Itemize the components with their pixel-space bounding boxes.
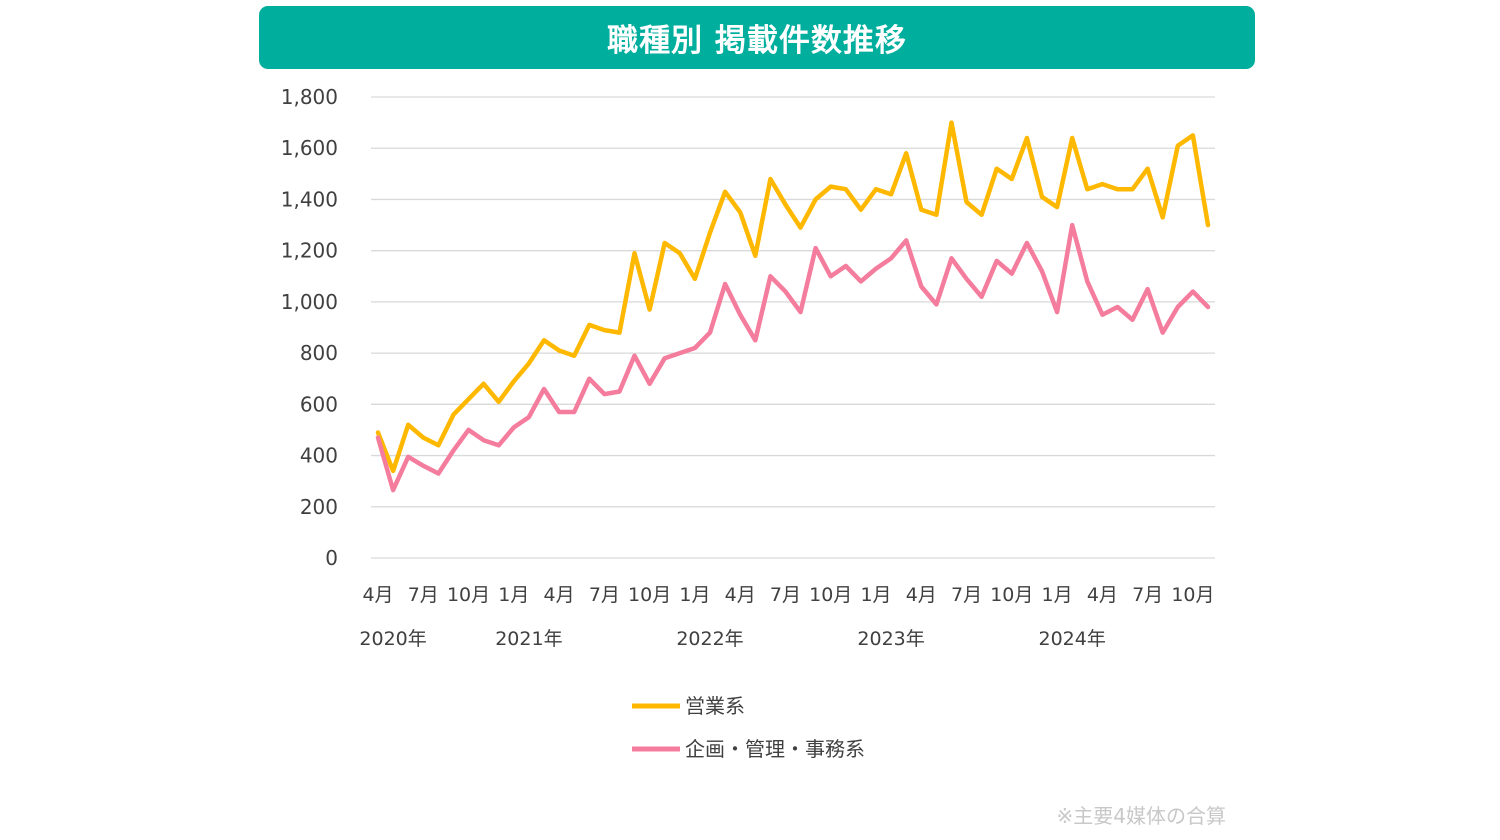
series-line-2	[375, 222, 1211, 493]
x-tick-label: 1月	[860, 584, 891, 606]
x-tick-label: 10月	[809, 584, 852, 606]
year-label: 2023年	[857, 628, 924, 650]
y-tick-label: 1,000	[281, 290, 338, 314]
series-line-1	[375, 120, 1211, 474]
x-tick-label: 10月	[990, 584, 1033, 606]
x-tick-label: 1月	[1042, 584, 1073, 606]
legend-label: 企画・管理・事務系	[685, 737, 865, 761]
x-tick-label: 7月	[589, 584, 620, 606]
x-tick-label: 1月	[498, 584, 529, 606]
chart-title: 職種別 掲載件数推移	[607, 23, 907, 59]
year-label: 2024年	[1039, 628, 1106, 650]
y-tick-label: 400	[300, 444, 338, 468]
x-tick-label: 10月	[628, 584, 671, 606]
x-tick-label: 10月	[447, 584, 490, 606]
x-tick-label: 4月	[725, 584, 756, 606]
x-tick-label: 10月	[1171, 584, 1214, 606]
year-label: 2021年	[495, 628, 562, 650]
year-label: 2020年	[359, 628, 426, 650]
x-tick-label: 4月	[544, 584, 575, 606]
x-tick-label: 4月	[1087, 584, 1118, 606]
legend-label: 営業系	[685, 694, 745, 718]
y-tick-label: 800	[300, 341, 338, 365]
y-tick-label: 1,400	[281, 187, 338, 211]
x-tick-label: 4月	[362, 584, 393, 606]
x-tick-label: 4月	[906, 584, 937, 606]
x-tick-label: 7月	[770, 584, 801, 606]
year-label: 2022年	[676, 628, 743, 650]
y-tick-label: 600	[300, 392, 338, 416]
y-tick-label: 200	[300, 495, 338, 519]
y-tick-label: 1,600	[281, 136, 338, 160]
y-tick-label: 1,200	[281, 239, 338, 263]
y-tick-label: 0	[325, 546, 338, 570]
x-tick-label: 7月	[408, 584, 439, 606]
x-tick-label: 1月	[679, 584, 710, 606]
x-tick-label: 7月	[1132, 584, 1163, 606]
chart-title-banner: 職種別 掲載件数推移	[259, 6, 1255, 69]
footnote: ※主要4媒体の合算	[1056, 804, 1226, 828]
x-tick-label: 7月	[951, 584, 982, 606]
y-tick-label: 1,800	[281, 85, 338, 109]
